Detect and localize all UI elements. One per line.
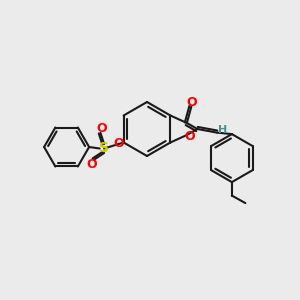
Text: O: O	[184, 130, 195, 143]
Text: O: O	[186, 96, 197, 110]
Text: H: H	[218, 124, 227, 135]
Text: O: O	[96, 122, 107, 135]
Text: O: O	[87, 158, 98, 171]
Text: S: S	[99, 142, 109, 155]
Text: O: O	[113, 136, 124, 150]
